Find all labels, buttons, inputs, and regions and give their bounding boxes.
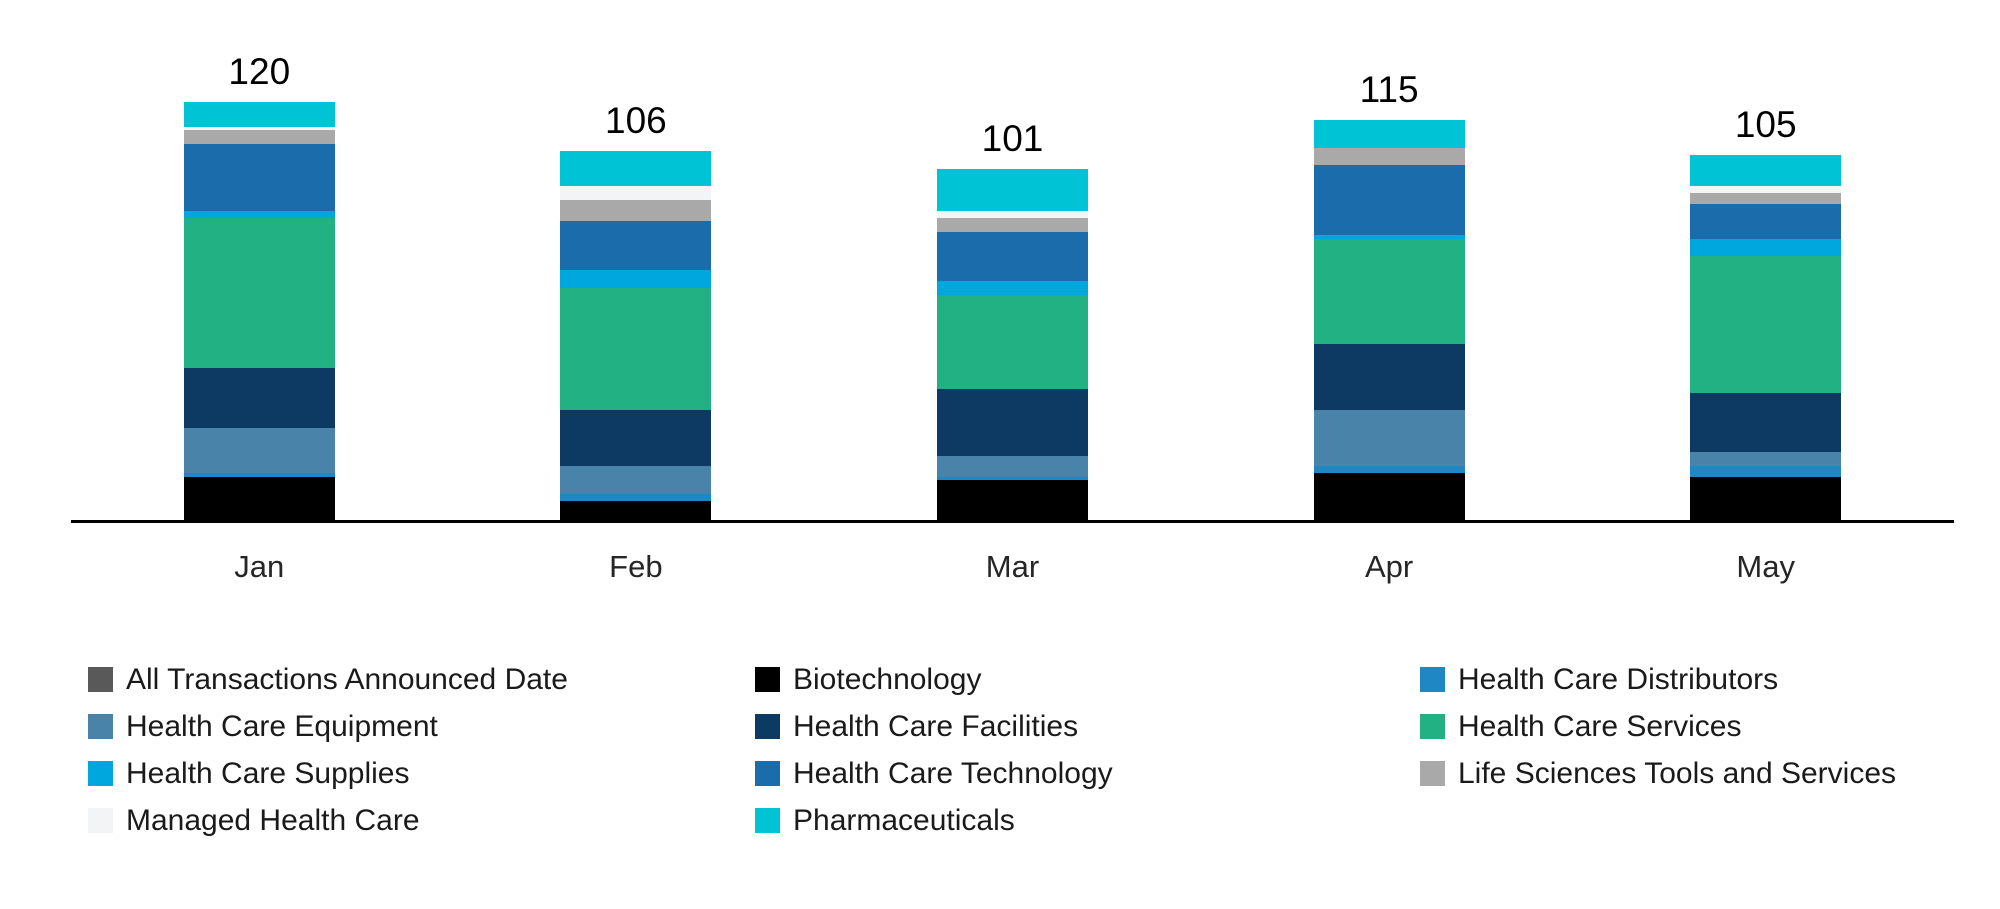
bar-segment-health-care-supplies xyxy=(937,280,1088,295)
legend-item-health-care-services: Health Care Services xyxy=(1420,710,1968,743)
legend-swatch-health-care-services xyxy=(1420,714,1445,739)
legend-swatch-all-transactions-announced-date xyxy=(88,667,113,692)
bar-segment-life-sciences-tools-and-services xyxy=(1690,193,1842,204)
bar-segment-health-care-facilities xyxy=(183,368,335,428)
bar-segment-health-care-supplies xyxy=(183,210,335,218)
bar-segment-health-care-equipment xyxy=(1690,452,1842,466)
legend-label: Health Care Equipment xyxy=(126,709,438,743)
legend-item-health-care-distributors: Health Care Distributors xyxy=(1420,663,1968,696)
bar-segment-health-care-distributors xyxy=(1690,466,1842,477)
legend-label: Health Care Supplies xyxy=(126,756,410,790)
bar-segment-health-care-equipment xyxy=(560,466,712,494)
x-axis-label: Apr xyxy=(1364,549,1414,584)
legend-swatch-health-care-facilities xyxy=(755,714,780,739)
bar-segment-health-care-distributors xyxy=(183,473,335,477)
bar-segment-health-care-equipment xyxy=(183,427,335,473)
bar-segment-health-care-equipment xyxy=(937,455,1088,477)
legend-item-health-care-equipment: Health Care Equipment xyxy=(88,710,755,743)
legend-swatch-health-care-distributors xyxy=(1420,667,1445,692)
bar-segment-health-care-supplies xyxy=(1313,235,1465,239)
bar-segment-health-care-distributors xyxy=(937,476,1088,480)
bar-segment-health-care-services xyxy=(560,287,712,410)
bar-segment-pharmaceuticals xyxy=(560,151,712,186)
bar-segment-biotechnology xyxy=(937,480,1088,522)
bar-segment-health-care-services xyxy=(183,217,335,368)
legend-label: All Transactions Announced Date xyxy=(126,662,568,696)
bar-segment-life-sciences-tools-and-services xyxy=(560,200,712,221)
legend-item-pharmaceuticals: Pharmaceuticals xyxy=(755,804,1420,837)
x-axis-label: May xyxy=(1736,549,1795,584)
bar-segment-health-care-technology xyxy=(1313,165,1465,235)
legend-swatch-pharmaceuticals xyxy=(755,808,780,833)
legend: All Transactions Announced Date Biotechno… xyxy=(88,663,1968,837)
bar-segment-biotechnology xyxy=(1690,476,1842,522)
legend-label: Biotechnology xyxy=(793,662,982,696)
legend-swatch-life-sciences-tools-and-services xyxy=(1420,761,1445,786)
legend-label: Health Care Technology xyxy=(793,756,1113,790)
legend-item-life-sciences-tools-and-services: Life Sciences Tools and Services xyxy=(1420,757,1968,790)
legend-swatch-biotechnology xyxy=(755,667,780,692)
bar-segment-health-care-technology xyxy=(1690,203,1842,239)
bar-segment-managed-health-care xyxy=(1690,186,1842,193)
legend-item-health-care-technology: Health Care Technology xyxy=(755,757,1420,790)
legend-swatch-health-care-technology xyxy=(755,761,780,786)
bar-segment-health-care-technology xyxy=(937,231,1088,281)
legend-label: Pharmaceuticals xyxy=(793,803,1015,837)
bar-segment-biotechnology xyxy=(183,476,335,522)
bar-total-label: 101 xyxy=(981,117,1044,159)
legend-label: Health Care Services xyxy=(1458,709,1742,743)
legend-item-health-care-supplies: Health Care Supplies xyxy=(88,757,755,790)
bar-segment-managed-health-care xyxy=(183,126,335,130)
legend-item-all-transactions-announced-date: All Transactions Announced Date xyxy=(88,663,755,696)
legend-label: Health Care Facilities xyxy=(793,709,1079,743)
legend-swatch-health-care-equipment xyxy=(88,714,113,739)
bar-segment-life-sciences-tools-and-services xyxy=(937,217,1088,232)
bar-segment-health-care-facilities xyxy=(1313,343,1465,410)
bar-segment-life-sciences-tools-and-services xyxy=(1313,147,1465,165)
bar-segment-health-care-services xyxy=(937,294,1088,389)
bar-segment-pharmaceuticals xyxy=(1313,119,1465,148)
x-axis-label: Mar xyxy=(985,549,1040,584)
bar-segment-managed-health-care xyxy=(937,210,1088,218)
bar-total-label: 106 xyxy=(605,100,667,141)
legend-item-biotechnology: Biotechnology xyxy=(755,663,1420,696)
bar-segment-health-care-supplies xyxy=(1690,238,1842,256)
bar-segment-health-care-facilities xyxy=(560,410,712,466)
bar-segment-health-care-services xyxy=(1313,238,1465,344)
x-axis-label: Feb xyxy=(609,549,663,584)
bar-segment-biotechnology xyxy=(1313,473,1465,522)
bar-segment-health-care-technology xyxy=(183,144,335,211)
legend-swatch-managed-health-care xyxy=(88,808,113,833)
bar-segment-life-sciences-tools-and-services xyxy=(183,130,335,144)
legend-label: Managed Health Care xyxy=(126,803,420,837)
legend-item-health-care-facilities: Health Care Facilities xyxy=(755,710,1420,743)
bar-segment-health-care-distributors xyxy=(560,494,712,501)
bar-segment-health-care-facilities xyxy=(937,389,1088,456)
bar-segment-pharmaceuticals xyxy=(1690,154,1842,186)
bar-segment-biotechnology xyxy=(560,501,712,522)
bar-segment-managed-health-care xyxy=(560,186,712,200)
bar-total-label: 120 xyxy=(228,51,291,92)
legend-swatch-health-care-supplies xyxy=(88,761,113,786)
bar-segment-health-care-distributors xyxy=(1313,466,1465,473)
bar-segment-health-care-technology xyxy=(560,221,712,270)
bar-segment-health-care-supplies xyxy=(560,270,712,288)
bar-segment-pharmaceuticals xyxy=(937,168,1088,211)
bar-segment-pharmaceuticals xyxy=(183,102,335,127)
x-axis-label: Jan xyxy=(234,549,285,584)
legend-item-managed-health-care: Managed Health Care xyxy=(88,804,755,837)
bar-total-label: 115 xyxy=(1359,68,1419,110)
x-axis-line xyxy=(71,520,1954,523)
legend-label: Health Care Distributors xyxy=(1458,662,1779,696)
legend-label: Life Sciences Tools and Services xyxy=(1458,756,1897,790)
bar-segment-health-care-services xyxy=(1690,256,1842,393)
bar-total-label: 105 xyxy=(1734,103,1797,145)
bar-segment-health-care-equipment xyxy=(1313,410,1465,466)
bar-segment-health-care-facilities xyxy=(1690,392,1842,452)
